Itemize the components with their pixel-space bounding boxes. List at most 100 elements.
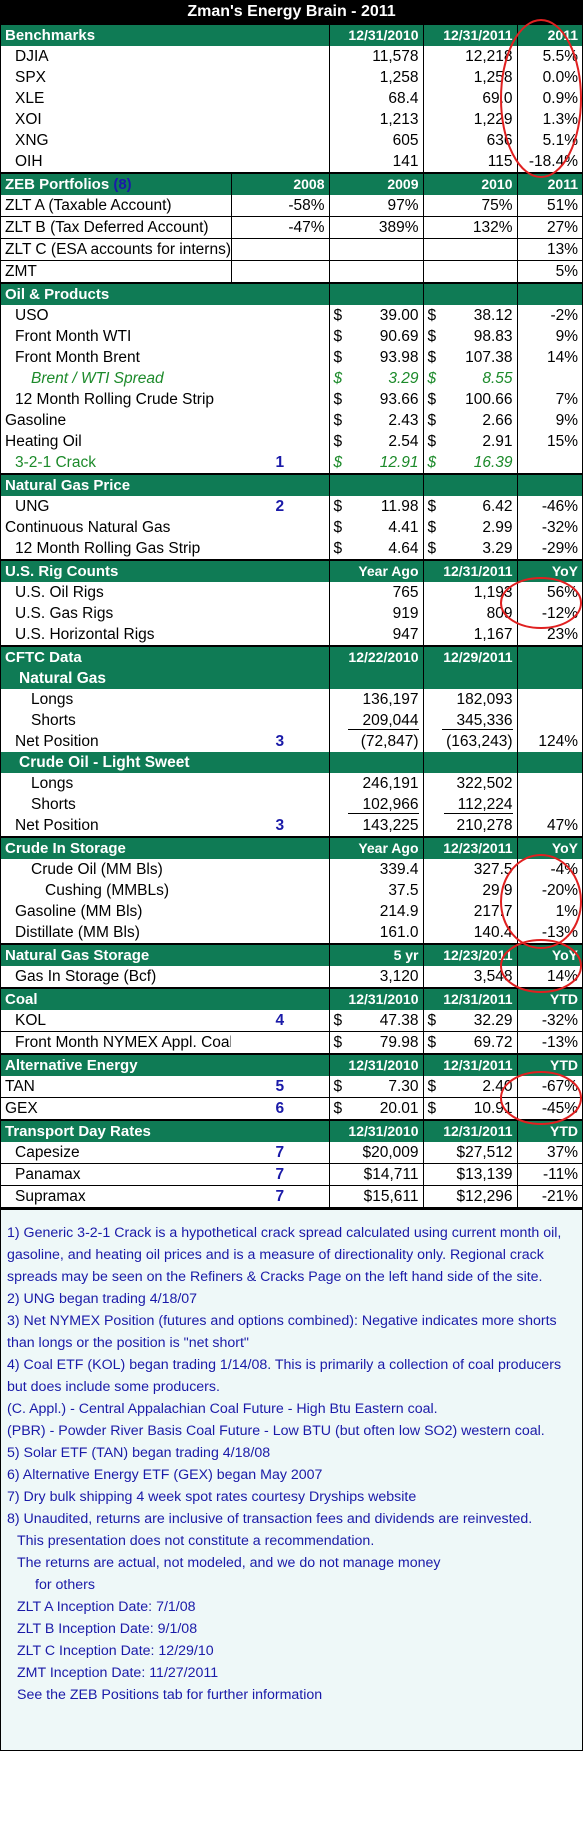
section-title: CFTC Data [1, 645, 329, 668]
value-cell: 209,044 [328, 710, 423, 731]
price-cell: $98.83 [422, 326, 517, 347]
change-cell: -12% [516, 603, 583, 624]
footnote-ref: 7 [231, 1163, 329, 1186]
value-cell: 51% [516, 195, 583, 217]
row-label: OIH [15, 153, 43, 170]
value-cell: $12,296 [422, 1185, 517, 1208]
section-title: Alternative Energy [1, 1053, 329, 1076]
value-cell: 1,258 [328, 67, 423, 88]
price-cell: $2.99 [422, 517, 517, 538]
table-row: TAN 5 $7.30 $2.40 -67% [1, 1076, 583, 1098]
change-cell [516, 452, 583, 474]
footnote-ref [231, 368, 329, 389]
footnote-ref [231, 431, 329, 452]
footnote-line: 2) UNG began trading 4/18/07 [7, 1291, 198, 1307]
portfolios-header: ZEB Portfolios (8) 2008 2009 2010 2011 [1, 172, 583, 195]
table-row: OIH 141 115 -18.4% [1, 151, 583, 173]
cftc-subheader: Natural Gas [1, 668, 583, 689]
column-header: YoY [516, 559, 583, 582]
column-header [516, 282, 583, 305]
column-header: 12/22/2010 [328, 645, 423, 668]
change-cell: 23% [516, 624, 583, 646]
price-cell: $11.98 [328, 496, 423, 517]
change-cell: 5.5% [516, 46, 583, 67]
table-row: 12 Month Rolling Gas Strip $4.64 $3.29 -29% [1, 538, 583, 560]
change-cell: 14% [516, 347, 583, 368]
price-cell: $6.42 [422, 496, 517, 517]
price-cell: $69.72 [422, 1031, 517, 1055]
column-header: 2011 [516, 23, 583, 46]
column-header: 12/23/2011 [422, 943, 517, 966]
row-label: Distillate (MM Bls) [15, 924, 140, 941]
table-row: U.S. Horizontal Rigs 947 1,167 23% [1, 624, 583, 646]
section-title: Natural Gas Price [1, 473, 329, 496]
table-row: SPX 1,258 1,258 0.0% [1, 67, 583, 88]
footnote-ref [231, 305, 329, 326]
row-label: DJIA [15, 48, 49, 65]
value-cell: 345,336 [422, 710, 517, 731]
change-cell: -29% [516, 538, 583, 560]
coal-header: Coal 12/31/2010 12/31/2011 YTD [1, 987, 583, 1010]
change-cell: -2% [516, 305, 583, 326]
value-cell [328, 260, 423, 284]
table-row: U.S. Gas Rigs 919 809 -12% [1, 603, 583, 624]
change-cell: -13% [516, 1031, 583, 1055]
row-label: Crude Oil (MM Bls) [31, 861, 163, 878]
footnote-ref: 4 [231, 1010, 329, 1032]
value-cell: 322,502 [422, 773, 517, 794]
section-title: U.S. Rig Counts [1, 559, 329, 582]
change-cell: -20% [516, 880, 583, 901]
value-cell: 75% [422, 195, 517, 217]
value-cell: 947 [328, 624, 423, 646]
gas-storage-header: Natural Gas Storage 5 yr 12/23/2011 YoY [1, 943, 583, 966]
value-cell: 112,224 [422, 794, 517, 815]
row-label: Net Position [15, 817, 99, 834]
change-cell: 37% [516, 1142, 583, 1164]
row-label: 12 Month Rolling Crude Strip [15, 391, 215, 408]
row-label: Longs [31, 691, 74, 708]
table-row: Shorts 102,966 112,224 [1, 794, 583, 815]
value-cell: 1,258 [422, 67, 517, 88]
change-cell: -4% [516, 859, 583, 880]
footnote-line: ZLT A Inception Date: 7/1/08 [17, 1599, 196, 1615]
price-cell: $10.91 [422, 1097, 517, 1121]
table-row: Supramax 7 $15,611 $12,296 -21% [1, 1185, 583, 1208]
row-label: Brent / WTI Spread [31, 370, 164, 387]
footnote-line: for others [35, 1577, 95, 1593]
value-cell: 1,193 [422, 582, 517, 603]
row-label: U.S. Horizontal Rigs [15, 626, 155, 643]
column-header [422, 473, 517, 496]
footnote-line: 8) Unaudited, returns are inclusive of t… [7, 1511, 533, 1527]
price-cell: $32.29 [422, 1010, 517, 1032]
footnote-line: 1) Generic 3-2-1 Crack is a hypothetical… [7, 1225, 562, 1285]
table-row: USO $39.00 $38.12 -2% [1, 305, 583, 326]
change-cell [516, 368, 583, 389]
row-label: Net Position [15, 733, 99, 750]
cftc-header: CFTC Data 12/22/2010 12/29/2011 [1, 645, 583, 668]
footnote-ref [231, 326, 329, 347]
price-cell: $39.00 [328, 305, 423, 326]
change-cell: 9% [516, 410, 583, 431]
energy-sheet: Zman's Energy Brain - 2011 Benchmarks 12/3… [0, 0, 583, 1751]
cftc-subheader: Crude Oil - Light Sweet [1, 752, 583, 773]
cell [422, 668, 517, 689]
section-title: Benchmarks [1, 23, 329, 46]
oil-header: Oil & Products [1, 282, 583, 305]
change-cell: -18.4% [516, 151, 583, 173]
value-cell: $14,711 [328, 1163, 423, 1186]
value-cell: 102,966 [328, 794, 423, 815]
footnote-line: ZLT B Inception Date: 9/1/08 [17, 1621, 198, 1637]
section-title: ZEB Portfolios (8) [1, 172, 231, 195]
footnote-line: 4) Coal ETF (KOL) began trading 1/14/08.… [7, 1357, 562, 1395]
change-cell: 14% [516, 966, 583, 988]
footnote-ref: 3 [275, 733, 285, 750]
column-header: 12/31/2011 [422, 1053, 517, 1076]
cell [328, 752, 423, 773]
footnote-line: 7) Dry bulk shipping 4 week spot rates c… [7, 1489, 417, 1505]
value-cell: 217.7 [422, 901, 517, 922]
net-position-row: Net Position 3 (72,847) (163,243) 124% [1, 731, 583, 752]
footnote-line: (C. Appl.) - Central Appalachian Coal Fu… [7, 1401, 438, 1417]
row-label: Gasoline [5, 412, 67, 429]
value-cell: 141 [328, 151, 423, 173]
portfolio-row: ZMT 5% [1, 260, 583, 284]
